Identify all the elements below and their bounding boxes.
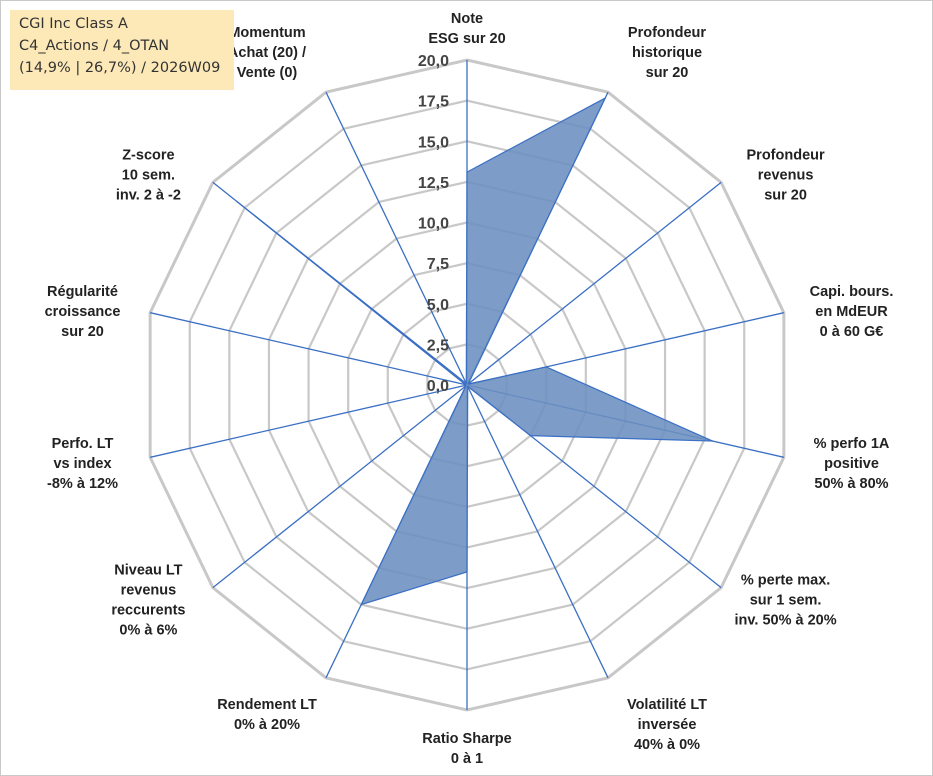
axis-label-line: 40% à 0% bbox=[634, 737, 700, 753]
axis-label-line: % perfo 1A bbox=[814, 436, 890, 452]
axis-label-line: 0% à 6% bbox=[119, 623, 177, 639]
axis-label-line: sur 1 sem. bbox=[750, 593, 822, 609]
axis-spoke bbox=[212, 384, 468, 589]
tick-label: 15,0 bbox=[418, 134, 449, 151]
axis-label-line: 0% à 20% bbox=[234, 717, 300, 733]
axis-label: Profondeur historique sur 20 bbox=[628, 25, 706, 81]
axis-label-line: inv. 50% à 20% bbox=[735, 613, 837, 629]
axis-label-line: Volatilité LT bbox=[627, 697, 707, 713]
axis-label-line: Ratio Sharpe bbox=[422, 731, 511, 747]
tick-label: 2,5 bbox=[427, 337, 449, 354]
axis-label-line: vs index bbox=[53, 456, 111, 472]
axis-label-line: Momentum bbox=[228, 25, 305, 41]
axis-label-line: sur 20 bbox=[646, 65, 689, 81]
axis-label-line: croissance bbox=[45, 304, 121, 320]
axis-label-line: 50% à 80% bbox=[814, 476, 888, 492]
axis-label-line: historique bbox=[632, 45, 702, 61]
axis-label-line: 0 à 1 bbox=[451, 751, 483, 767]
info-line-3: (14,9% | 26,7%) / 2026W09 bbox=[19, 60, 221, 76]
axis-label-line: inversée bbox=[638, 717, 697, 733]
axis-label-line: ESG sur 20 bbox=[428, 31, 505, 47]
axis-label: Profondeur revenus sur 20 bbox=[747, 147, 825, 203]
radial-tick-labels: 0,0 2,5 5,0 7,5 10,0 12,5 15,0 17,5 20,0 bbox=[418, 53, 449, 395]
axis-label-line: sur 20 bbox=[61, 324, 104, 340]
axis-label: Note ESG sur 20 bbox=[428, 11, 505, 47]
axis-label: Momentum Achat (20) / Vente (0) bbox=[228, 25, 306, 81]
tick-label: 10,0 bbox=[418, 216, 449, 233]
axis-label-line: Rendement LT bbox=[217, 697, 317, 713]
info-box: CGI Inc Class A C4_Actions / 4_OTAN (14,… bbox=[10, 10, 234, 90]
axis-label-line: Régularité bbox=[47, 284, 118, 300]
axis-label-line: Capi. bours. bbox=[810, 284, 894, 300]
axis-label-line: sur 20 bbox=[764, 187, 807, 203]
axis-label: Perfo. LT vs index -8% à 12% bbox=[47, 436, 118, 492]
axis-spoke bbox=[325, 91, 468, 386]
axis-spoke bbox=[150, 384, 468, 458]
axis-label-line: positive bbox=[824, 456, 879, 472]
axis-label: Capi. bours. en MdEUR 0 à 60 G€ bbox=[810, 284, 894, 340]
tick-label: 12,5 bbox=[418, 175, 449, 192]
axis-label-line: 0 à 60 G€ bbox=[820, 324, 884, 340]
axis-label-line: inv. 2 à -2 bbox=[116, 187, 181, 203]
axis-label-line: en MdEUR bbox=[815, 304, 888, 320]
tick-label: 20,0 bbox=[418, 53, 449, 70]
axis-label-line: -8% à 12% bbox=[47, 476, 118, 492]
axis-label: Volatilité LT inversée 40% à 0% bbox=[627, 697, 707, 753]
axis-spoke bbox=[466, 384, 609, 679]
axis-labels: Note ESG sur 20 Profondeur historique sur 20… bbox=[45, 11, 894, 767]
axis-label: Ratio Sharpe 0 à 1 bbox=[422, 731, 511, 767]
axis-label-line: 10 sem. bbox=[122, 167, 175, 183]
axis-label: Z-score 10 sem. inv. 2 à -2 bbox=[116, 147, 181, 203]
axis-label-line: reccurents bbox=[111, 603, 185, 619]
axis-label-line: Perfo. LT bbox=[52, 436, 114, 452]
axis-label-line: Vente (0) bbox=[237, 65, 298, 81]
axis-label: Niveau LT revenus reccurents 0% à 6% bbox=[111, 563, 185, 639]
axis-label: % perte max. sur 1 sem. inv. 50% à 20% bbox=[735, 573, 837, 629]
axis-label: Rendement LT 0% à 20% bbox=[217, 697, 317, 733]
axis-label-line: revenus bbox=[121, 583, 177, 599]
axis-label-line: Achat (20) / bbox=[228, 45, 306, 61]
axis-label-line: Profondeur bbox=[628, 25, 706, 41]
info-line-2: C4_Actions / 4_OTAN bbox=[19, 38, 170, 54]
tick-label: 17,5 bbox=[418, 94, 449, 111]
axis-label-line: Note bbox=[451, 11, 483, 27]
tick-label: 5,0 bbox=[427, 297, 449, 314]
tick-label: 0,0 bbox=[427, 378, 449, 395]
radar-series bbox=[236, 97, 714, 606]
axis-label-line: % perte max. bbox=[741, 573, 830, 589]
info-line-1: CGI Inc Class A bbox=[19, 16, 128, 32]
axis-label: % perfo 1A positive 50% à 80% bbox=[814, 436, 890, 492]
axis-spoke bbox=[150, 312, 468, 386]
axis-spoke bbox=[466, 181, 722, 386]
tick-label: 7,5 bbox=[427, 256, 449, 273]
axis-label: Régularité croissance sur 20 bbox=[45, 284, 121, 340]
series-area bbox=[236, 97, 714, 606]
axis-label-line: revenus bbox=[758, 167, 814, 183]
axis-label-line: Profondeur bbox=[747, 147, 825, 163]
axis-label-line: Niveau LT bbox=[114, 563, 182, 579]
axis-label-line: Z-score bbox=[122, 147, 174, 163]
